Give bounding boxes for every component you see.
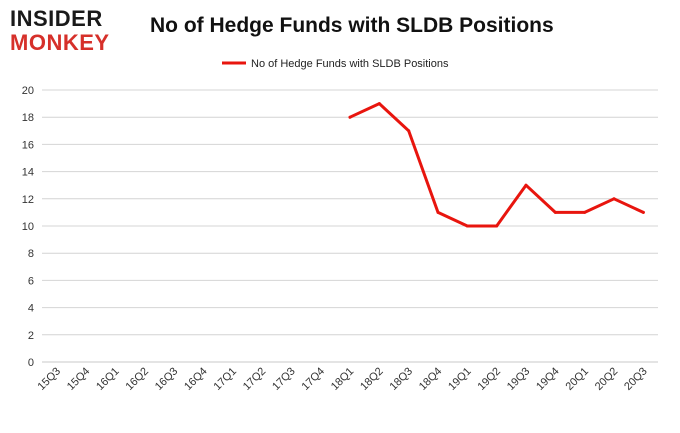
x-tick-label: 19Q3 (505, 365, 533, 393)
y-tick-label: 10 (22, 221, 34, 233)
x-tick-label: 18Q4 (417, 365, 445, 393)
grid-lines (42, 89, 658, 363)
y-tick-label: 0 (28, 357, 34, 369)
insider-monkey-logo: INSIDER MONKEY (10, 6, 128, 56)
data-point (583, 210, 587, 214)
x-tick-label: 20Q1 (564, 365, 592, 393)
data-point (348, 115, 352, 119)
y-tick-label: 18 (22, 112, 34, 124)
x-tick-label: 15Q4 (65, 365, 93, 393)
y-axis-ticks: 0 2 4 6 8 10 12 14 16 18 20 (22, 85, 34, 369)
y-tick-label: 8 (28, 248, 34, 260)
x-tick-label: 17Q4 (300, 365, 328, 393)
data-point (553, 210, 557, 214)
x-tick-label: 19Q2 (476, 365, 504, 393)
chart-title: No of Hedge Funds with SLDB Positions (150, 14, 554, 37)
x-tick-label: 16Q2 (124, 365, 152, 393)
x-tick-label: 16Q4 (182, 365, 210, 393)
x-tick-label: 15Q3 (36, 365, 64, 393)
data-point (524, 183, 528, 187)
x-tick-label: 16Q3 (153, 365, 181, 393)
x-tick-label: 18Q3 (388, 365, 416, 393)
y-tick-label: 20 (22, 85, 34, 97)
y-tick-label: 14 (22, 167, 34, 179)
data-point (436, 210, 440, 214)
data-point (641, 210, 645, 214)
series-line (348, 102, 645, 228)
legend-label: No of Hedge Funds with SLDB Positions (251, 58, 449, 70)
logo-line-2: MONKEY (10, 30, 110, 55)
series-layer (348, 102, 645, 228)
x-tick-label: 16Q1 (94, 365, 122, 393)
data-point (377, 102, 381, 106)
y-tick-label: 2 (28, 330, 34, 342)
x-tick-label: 19Q4 (534, 365, 562, 393)
data-point (612, 197, 616, 201)
data-point (407, 129, 411, 133)
x-tick-label: 18Q1 (329, 365, 357, 393)
y-tick-label: 12 (22, 194, 34, 206)
x-tick-label: 20Q3 (622, 365, 650, 393)
x-tick-label: 17Q2 (241, 365, 269, 393)
data-point (495, 224, 499, 228)
legend: No of Hedge Funds with SLDB Positions (222, 58, 449, 70)
logo-line-1: INSIDER (10, 6, 103, 31)
x-tick-label: 18Q2 (358, 365, 386, 393)
x-tick-label: 17Q1 (212, 365, 240, 393)
x-tick-label: 19Q1 (446, 365, 474, 393)
data-point (465, 224, 469, 228)
x-tick-label: 17Q3 (270, 365, 298, 393)
y-tick-label: 6 (28, 275, 34, 287)
x-axis-ticks: 15Q3 15Q4 16Q1 16Q2 16Q3 16Q4 17Q1 17Q2 17Q3 17Q4… (36, 365, 650, 393)
x-tick-label: 20Q2 (593, 365, 621, 393)
y-tick-label: 4 (28, 303, 34, 315)
y-tick-label: 16 (22, 139, 34, 151)
